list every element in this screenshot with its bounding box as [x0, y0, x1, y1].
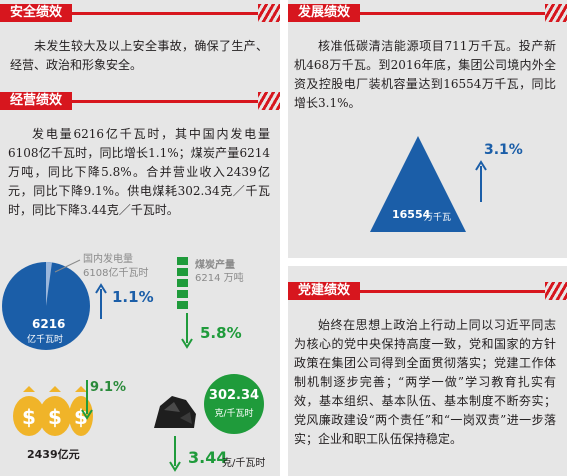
pie-domestic-label: 国内发电量	[83, 254, 133, 265]
pie-total-value: 6216	[32, 317, 66, 331]
pie-domestic-value: 6108亿千瓦时	[83, 268, 149, 279]
pie-growth-arrow	[95, 283, 107, 319]
operations-title: 经营绩效	[0, 92, 73, 110]
safety-header: 安全绩效	[0, 4, 280, 22]
svg-text:$: $	[22, 405, 36, 429]
capacity-growth: 3.1%	[484, 142, 523, 158]
party-header: 党建绩效	[288, 282, 567, 300]
right-column: 发展绩效 核准低碳清洁能源项目711万千瓦。投产新机468万千瓦。到2016年底…	[288, 0, 567, 476]
development-header: 发展绩效	[288, 4, 567, 22]
coal-consumption-unit: 克/千瓦时	[214, 409, 254, 419]
revenue-change: 9.1%	[90, 380, 127, 395]
revenue-value: 2439亿元	[27, 448, 80, 461]
coal-value: 6214 万吨	[195, 273, 244, 284]
party-text: 始终在思想上政治上行动上同以习近平同志为核心的党中央保持高度一致，党和国家的方针…	[294, 318, 556, 446]
svg-text:$: $	[74, 405, 88, 429]
coal-pile-icon	[154, 396, 196, 428]
capacity-growth-arrow	[475, 160, 487, 202]
development-text: 核准低碳清洁能源项目711万千瓦。投产新机468万千瓦。到2016年底，集团公司…	[294, 39, 556, 110]
coal-consumption-change-unit: 克/千瓦时	[222, 458, 266, 469]
coal-icon	[177, 257, 188, 312]
safety-title: 安全绩效	[0, 4, 73, 22]
coal-down-arrow	[181, 313, 193, 349]
development-title: 发展绩效	[288, 4, 361, 22]
pie-total-unit: 亿千瓦时	[27, 335, 64, 345]
capacity-value: 16554	[392, 208, 431, 221]
power-generation-pie	[2, 259, 90, 350]
coal-consumption-down-arrow	[169, 436, 181, 472]
party-title: 党建绩效	[288, 282, 361, 300]
left-column: 安全绩效 未发生较大及以上安全事故，确保了生产、经营、政治和形象安全。 经营绩效…	[0, 0, 280, 476]
capacity-unit: 万千瓦	[424, 213, 452, 223]
svg-text:$: $	[48, 405, 62, 429]
coal-consumption-change: 3.44	[188, 448, 228, 467]
coal-label: 煤炭产量	[195, 260, 235, 271]
coal-change: 5.8%	[200, 324, 242, 342]
operations-header: 经营绩效	[0, 92, 280, 110]
capacity-triangle	[370, 136, 466, 232]
pie-growth-value: 1.1%	[112, 288, 154, 306]
revenue-down-arrow	[81, 380, 93, 420]
coal-consumption-badge	[204, 374, 264, 434]
safety-text: 未发生较大及以上安全事故，确保了生产、经营、政治和形象安全。	[10, 39, 268, 72]
operations-text: 发电量6216亿千瓦时，其中国内发电量6108亿千瓦时，同比增长1.1%；煤炭产…	[8, 127, 270, 217]
pie-overseas-slice	[46, 261, 52, 306]
money-bags-icon: $ $ $	[13, 386, 93, 436]
coal-consumption-value: 302.34	[208, 388, 260, 403]
party-panel	[288, 266, 567, 476]
